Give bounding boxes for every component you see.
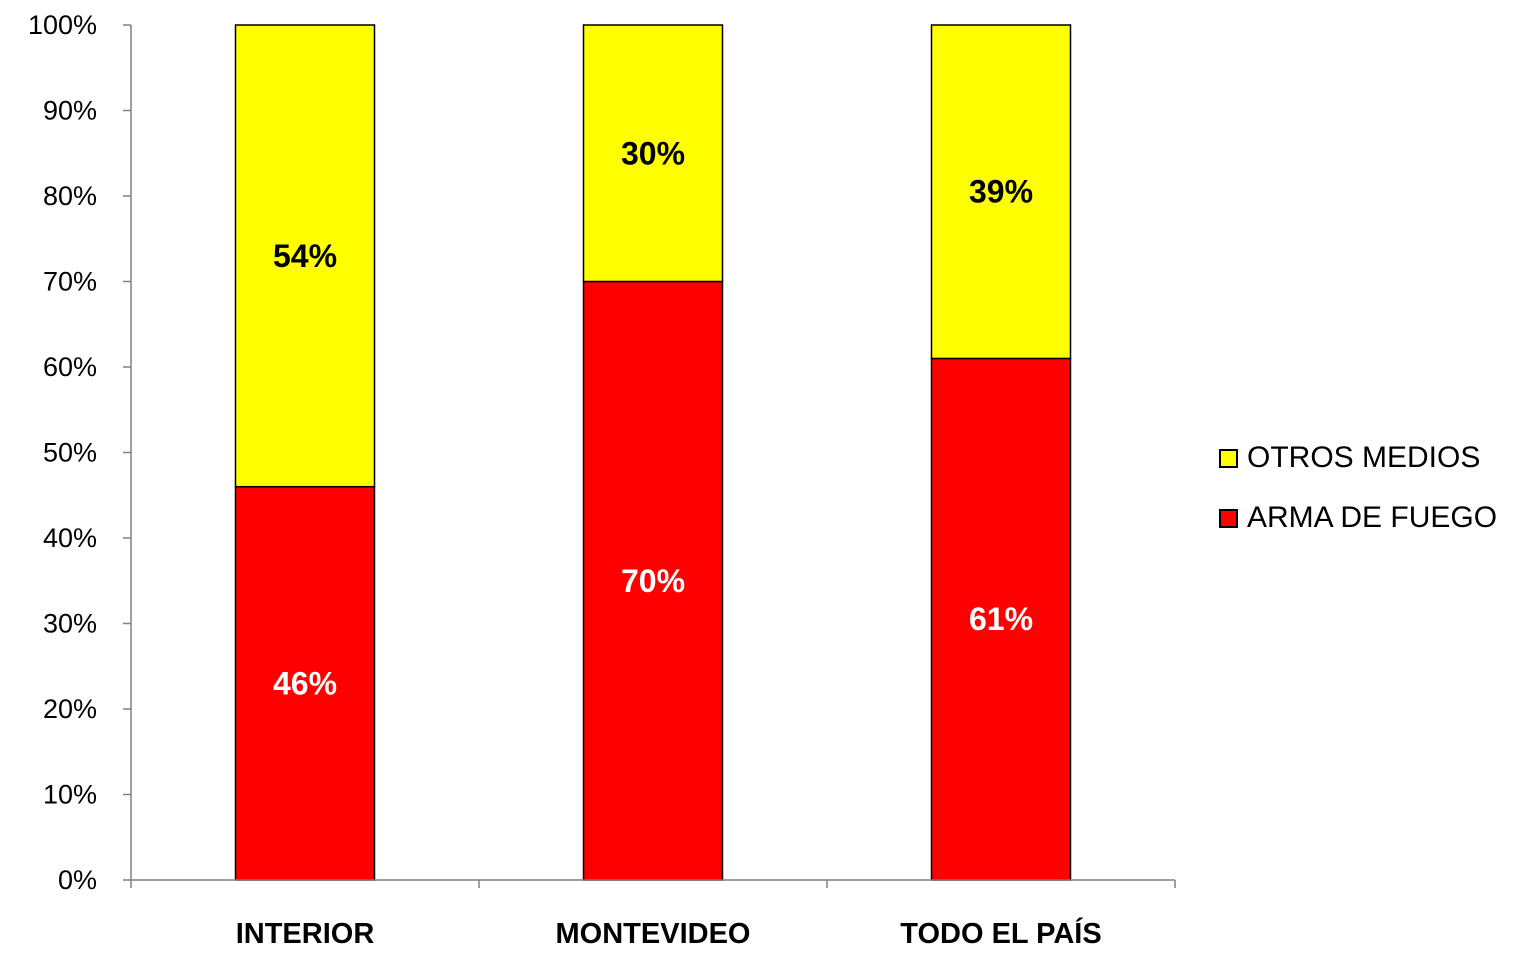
y-tick-label-10: 100%: [28, 10, 97, 40]
y-tick-label-7: 70%: [43, 267, 97, 297]
bar-arma-de-fuego-3: [930, 357, 1072, 881]
bar-arma-de-fuego-1: [234, 485, 376, 881]
y-tick-label-4: 40%: [43, 523, 97, 553]
y-tick-label-8: 80%: [43, 181, 97, 211]
data-label-otros-medios-1: 54%: [273, 238, 337, 274]
y-tick-label-9: 90%: [43, 96, 97, 126]
data-label-otros-medios-3: 39%: [969, 174, 1033, 210]
legend-label-otros-medios: OTROS MEDIOS: [1247, 441, 1481, 474]
bar-otros-medios-3: [930, 24, 1072, 360]
legend-item-arma-de-fuego: ARMA DE FUEGO: [1219, 498, 1497, 538]
data-label-arma-de-fuego-1: 46%: [273, 665, 337, 701]
chart-legend: OTROS MEDIOS ARMA DE FUEGO: [1219, 438, 1497, 558]
data-label-arma-de-fuego-2: 70%: [621, 563, 685, 599]
legend-swatch-arma-de-fuego: [1219, 508, 1238, 528]
y-tick-label-3: 30%: [43, 609, 97, 639]
bar-arma-de-fuego-2: [582, 280, 724, 881]
bar-otros-medios-1: [234, 24, 376, 488]
bar-otros-medios-2: [582, 24, 724, 283]
x-category-label-2: MONTEVIDEO: [556, 918, 751, 950]
y-tick-label-0: 0%: [58, 865, 97, 895]
data-label-otros-medios-2: 30%: [621, 135, 685, 171]
legend-item-otros-medios: OTROS MEDIOS: [1219, 438, 1497, 478]
x-category-label-1: INTERIOR: [236, 918, 375, 950]
legend-label-arma-de-fuego: ARMA DE FUEGO: [1247, 501, 1498, 534]
y-tick-label-2: 20%: [43, 694, 97, 724]
y-tick-label-5: 50%: [43, 438, 97, 468]
y-tick-label-1: 10%: [43, 780, 97, 810]
legend-swatch-otros-medios: [1219, 448, 1238, 468]
x-category-label-3: TODO EL PAÍS: [900, 916, 1101, 950]
y-tick-label-6: 60%: [43, 352, 97, 382]
data-label-arma-de-fuego-3: 61%: [969, 601, 1033, 637]
